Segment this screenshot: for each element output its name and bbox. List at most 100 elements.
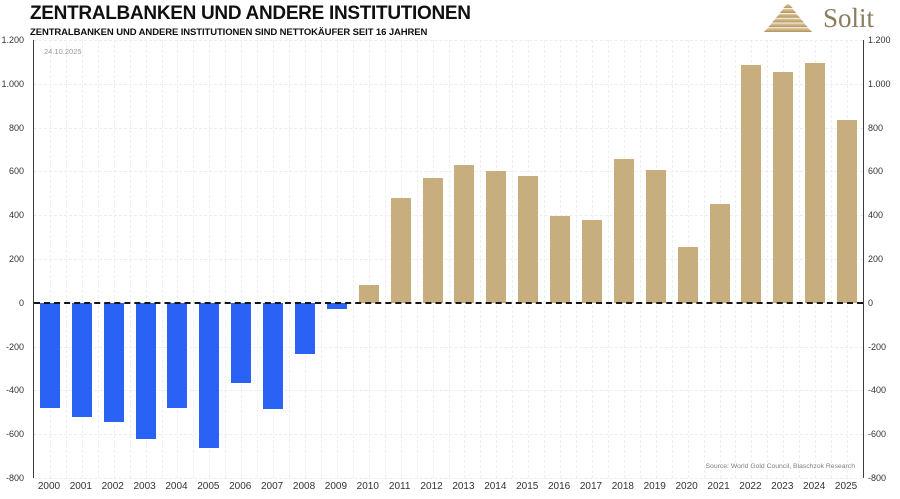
bar-2017 bbox=[581, 219, 602, 303]
y-tick-label-right: 800 bbox=[868, 122, 884, 133]
x-tick-label: 2022 bbox=[739, 481, 762, 492]
bar-2010 bbox=[358, 285, 379, 303]
x-gridline bbox=[767, 40, 769, 478]
x-tick-label: 2019 bbox=[643, 481, 666, 492]
y-tick-label-left: 400 bbox=[8, 210, 24, 221]
x-gridline bbox=[209, 40, 211, 478]
x-gridline bbox=[831, 40, 833, 478]
date-annotation: 24.10.2025 bbox=[44, 47, 82, 56]
x-gridline bbox=[671, 40, 673, 478]
bar-2008 bbox=[295, 302, 316, 355]
y-tick-label-right: -200 bbox=[868, 341, 887, 352]
x-axis: 2000 2001 2002 2003 2004 2005 2006 2007 2008 2009… bbox=[33, 481, 862, 497]
bar-2021 bbox=[709, 204, 730, 303]
x-tick-label: 2014 bbox=[484, 481, 507, 492]
x-gridline bbox=[576, 40, 578, 478]
zero-baseline bbox=[34, 301, 863, 304]
x-gridline bbox=[257, 40, 259, 478]
x-tick-label: 2017 bbox=[579, 481, 603, 492]
x-gridline bbox=[480, 40, 482, 478]
bar-2002 bbox=[103, 302, 124, 423]
x-gridline bbox=[320, 40, 322, 478]
bar-2025 bbox=[837, 119, 858, 303]
bar-2014 bbox=[486, 171, 507, 303]
x-gridline bbox=[81, 40, 83, 478]
y-tick-label-left: -400 bbox=[5, 385, 24, 396]
x-tick-label: 2002 bbox=[101, 481, 124, 492]
x-tick-label: 2013 bbox=[452, 481, 475, 492]
y-tick-label-right: 0 bbox=[868, 297, 874, 308]
x-tick-label: 2006 bbox=[229, 481, 252, 492]
x-tick-label: 2012 bbox=[420, 481, 443, 492]
y-tick-label-right: 1.000 bbox=[868, 78, 891, 89]
x-tick-label: 2024 bbox=[803, 481, 826, 492]
x-gridline bbox=[336, 40, 338, 478]
pyramid-icon bbox=[763, 4, 813, 33]
x-gridline bbox=[161, 40, 163, 478]
x-gridline bbox=[129, 40, 131, 478]
bar-2011 bbox=[390, 197, 411, 303]
x-gridline bbox=[735, 40, 737, 478]
x-tick-label: 2016 bbox=[547, 481, 571, 492]
chart-subtitle: ZENTRALBANKEN UND ANDERE INSTITUTIONEN S… bbox=[30, 27, 428, 38]
x-gridline bbox=[639, 40, 641, 478]
bar-2000 bbox=[39, 302, 60, 408]
x-gridline bbox=[799, 40, 801, 478]
x-gridline bbox=[193, 40, 195, 478]
y-tick-label-left: 0 bbox=[18, 297, 24, 308]
x-tick-label: 2008 bbox=[292, 481, 316, 492]
y-tick-label-left: -200 bbox=[5, 341, 24, 352]
y-tick-label-right: 1.200 bbox=[868, 35, 891, 45]
x-tick-label: 2023 bbox=[771, 481, 794, 492]
x-gridline bbox=[289, 40, 291, 478]
x-tick-label: 2018 bbox=[611, 481, 634, 492]
bar-2013 bbox=[454, 164, 475, 303]
x-tick-label: 2009 bbox=[324, 481, 348, 492]
y-axis-right: 1.200 1.000 800 600 400 200 0 -200 -400 -600 -800 bbox=[867, 35, 900, 483]
y-tick-label-left: 200 bbox=[8, 254, 24, 264]
x-gridline bbox=[145, 40, 147, 478]
x-tick-label: 2000 bbox=[37, 481, 61, 492]
x-gridline bbox=[113, 40, 115, 478]
x-tick-label: 2015 bbox=[516, 481, 539, 492]
y-tick-label-left: -600 bbox=[5, 429, 24, 440]
bar-2004 bbox=[167, 302, 188, 408]
x-tick-label: 2003 bbox=[133, 481, 156, 492]
bar-2003 bbox=[135, 302, 156, 439]
bar-2007 bbox=[263, 302, 284, 409]
x-gridline bbox=[241, 40, 243, 478]
bar-2012 bbox=[422, 177, 443, 303]
x-gridline bbox=[544, 40, 546, 478]
x-gridline bbox=[352, 40, 354, 478]
bar-2001 bbox=[71, 302, 92, 417]
bar-2023 bbox=[773, 71, 794, 303]
y-tick-label-left: 800 bbox=[8, 122, 24, 133]
y-tick-label-right: 600 bbox=[868, 166, 884, 177]
logo-text: Solit bbox=[822, 3, 874, 33]
y-tick-label-left: 600 bbox=[8, 166, 24, 177]
y-tick-label-left: -800 bbox=[5, 473, 24, 483]
y-gridline bbox=[34, 478, 863, 479]
x-tick-label: 2004 bbox=[165, 481, 188, 492]
x-tick-label: 2011 bbox=[388, 481, 411, 492]
x-gridline bbox=[368, 40, 370, 478]
bar-2022 bbox=[741, 65, 762, 303]
bar-2006 bbox=[231, 302, 252, 383]
x-gridline bbox=[416, 40, 418, 478]
x-gridline bbox=[97, 40, 99, 478]
x-tick-label: 2001 bbox=[69, 481, 92, 492]
bar-2024 bbox=[805, 62, 826, 303]
y-axis-left: 1.200 1.000 800 600 400 200 0 -200 -400 -600 -800 bbox=[0, 35, 28, 483]
y-tick-label-right: -600 bbox=[868, 429, 887, 440]
source-note: Source: World Gold Council, Blaschzok Re… bbox=[705, 463, 855, 470]
y-tick-label-right: 400 bbox=[868, 210, 884, 221]
solit-logo: Solit bbox=[762, 3, 874, 34]
x-gridline bbox=[273, 40, 275, 478]
x-tick-label: 2005 bbox=[197, 481, 220, 492]
x-gridline bbox=[607, 40, 609, 478]
bar-2016 bbox=[550, 216, 571, 303]
x-tick-label: 2025 bbox=[834, 481, 858, 492]
y-tick-label-right: -800 bbox=[868, 473, 887, 483]
x-tick-label: 2010 bbox=[356, 481, 379, 492]
